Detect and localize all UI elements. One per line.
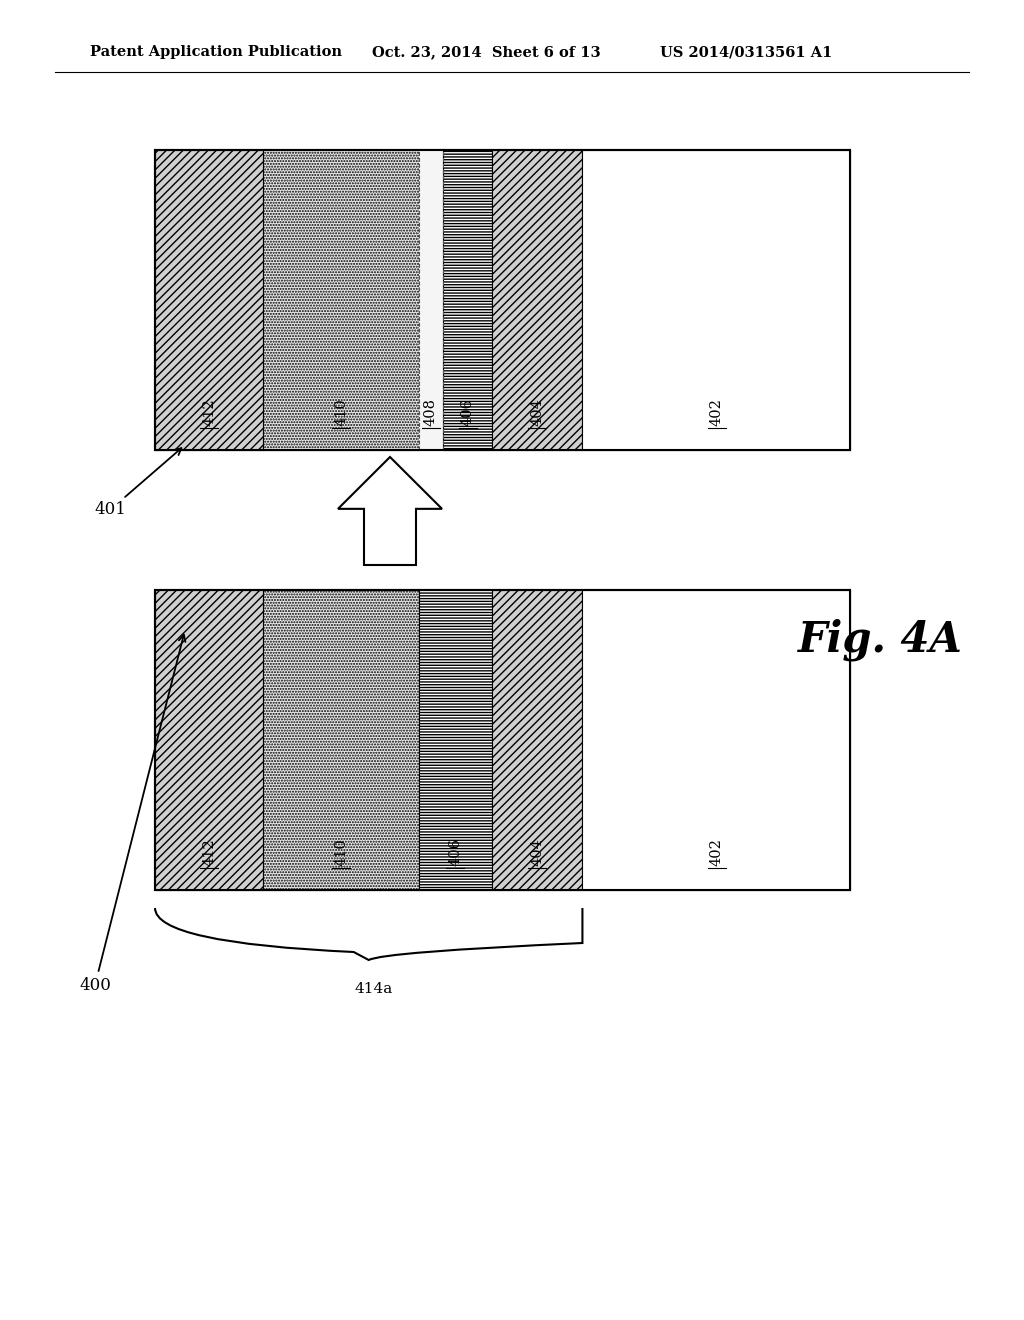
Text: US 2014/0313561 A1: US 2014/0313561 A1 xyxy=(660,45,833,59)
Text: 400: 400 xyxy=(79,635,185,994)
Text: 406: 406 xyxy=(449,838,462,866)
Bar xyxy=(155,590,850,890)
Text: 412: 412 xyxy=(202,838,216,866)
Text: 402: 402 xyxy=(710,838,724,866)
Bar xyxy=(155,150,850,450)
Text: 412: 412 xyxy=(202,399,216,426)
Bar xyxy=(583,590,850,890)
Bar xyxy=(419,590,493,890)
Text: 402: 402 xyxy=(710,399,724,426)
Text: 408: 408 xyxy=(424,399,438,426)
Text: 404: 404 xyxy=(530,838,544,866)
Polygon shape xyxy=(338,457,442,565)
Text: 410: 410 xyxy=(334,838,348,866)
Text: Oct. 23, 2014  Sheet 6 of 13: Oct. 23, 2014 Sheet 6 of 13 xyxy=(372,45,601,59)
Bar xyxy=(155,150,263,450)
Text: Fig. 4A: Fig. 4A xyxy=(798,619,963,661)
Text: Patent Application Publication: Patent Application Publication xyxy=(90,45,342,59)
Bar xyxy=(419,150,443,450)
Bar xyxy=(155,150,850,450)
Bar xyxy=(493,150,583,450)
Text: 404: 404 xyxy=(530,399,544,426)
Bar xyxy=(263,590,419,890)
Text: 401: 401 xyxy=(94,449,181,519)
Bar xyxy=(155,590,850,890)
Bar xyxy=(443,150,493,450)
Bar xyxy=(263,150,419,450)
Bar xyxy=(155,590,263,890)
Bar xyxy=(583,150,850,450)
Text: 406: 406 xyxy=(461,399,475,426)
Bar xyxy=(493,590,583,890)
Text: 410: 410 xyxy=(334,399,348,426)
Text: 414a: 414a xyxy=(354,982,393,997)
